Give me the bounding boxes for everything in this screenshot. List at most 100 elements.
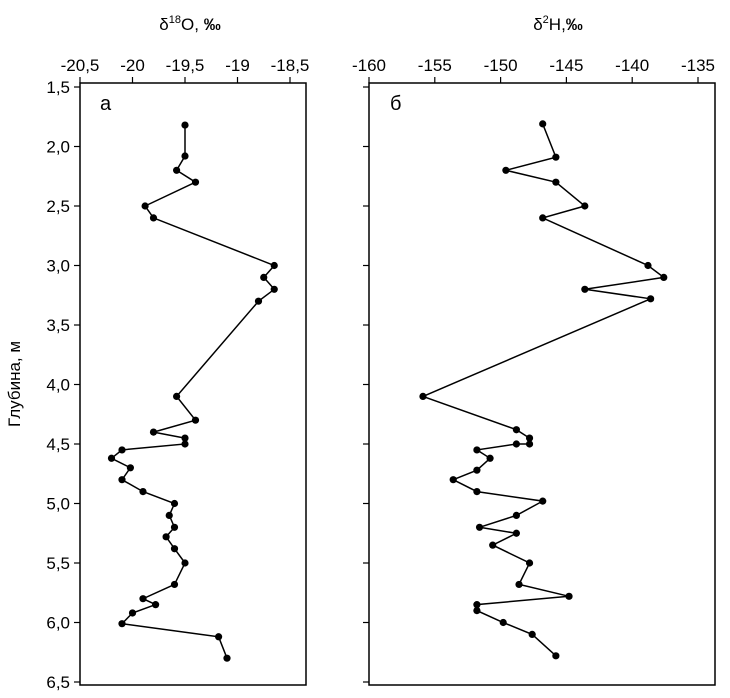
panel-a-data-point — [173, 392, 181, 400]
panel-a-data-point — [149, 428, 158, 436]
panel-b-data-point — [539, 214, 547, 222]
panel-b-data-point — [489, 541, 497, 549]
panel-a-y-tick-label: 3,5 — [46, 316, 70, 335]
panel-a-ticks: -20,5 -20 -19,5 -19 -18,5 1,5 2,0 2,5 3,0 3,5 4,0 4… — [46, 56, 309, 692]
panel-a-data-point — [162, 533, 170, 541]
panel-a-x-tick-label: -20,5 — [61, 56, 100, 75]
panel-a: δ18O, ‰ а Глубина, м -20,5 -20 -19,5 -19 -18… — [5, 14, 309, 692]
panel-b-data-point — [512, 440, 520, 448]
panel-b-data-point — [486, 454, 494, 462]
panel-a-data-point — [181, 440, 189, 448]
panel-b-letter: б — [390, 93, 401, 115]
panel-a-data-point — [170, 499, 179, 508]
panel-a-x-tick-label: -20 — [120, 56, 145, 75]
panel-a-y-tick-label: 4,5 — [46, 435, 70, 454]
panel-a-data-point — [152, 601, 160, 609]
panel-a-data-point — [170, 580, 179, 589]
panel-b-data-point — [512, 529, 520, 537]
panel-a-series-line — [110, 125, 276, 659]
panel-a-y-tick-label: 6,5 — [46, 673, 70, 692]
panel-b-title: δ2H,‰ — [533, 14, 583, 34]
panel-b-x-tick-label: -150 — [484, 56, 518, 75]
panel-a-data-point — [173, 166, 181, 174]
panel-a-x-tick-label: -19 — [225, 56, 250, 75]
panel-a-letter: а — [100, 93, 112, 115]
panel-b-data-point — [449, 476, 457, 484]
panel-b-data-point — [475, 523, 484, 531]
panel-a-y-tick-label: 2,5 — [46, 197, 70, 216]
panel-b-data-point — [581, 285, 589, 293]
panel-b-data-point — [515, 580, 523, 589]
panel-b-data-point — [473, 601, 481, 609]
panel-a-y-tick-label: 1,5 — [46, 78, 70, 97]
panel-b-data-point — [528, 630, 536, 639]
panel-b-frame — [368, 82, 716, 686]
panel-a-data-point — [215, 633, 223, 641]
panel-a-data-point — [191, 416, 200, 424]
panel-b: δ2H,‰ б -160 -155 -150 -145 -140 -135 — [352, 14, 716, 686]
panel-a-data-point — [107, 454, 116, 462]
panel-a-data-point — [181, 559, 189, 567]
panel-b-x-tick-label: -155 — [418, 56, 452, 75]
panel-a-data-point — [170, 545, 179, 553]
panel-b-data-point — [552, 178, 560, 186]
panel-b-data-point — [565, 592, 573, 600]
panel-b-data-point — [660, 273, 668, 281]
panel-a-data-point — [181, 121, 189, 129]
panel-a-data-point — [270, 285, 278, 293]
panel-a-data-point — [181, 152, 189, 160]
panel-b-data-point — [419, 392, 427, 400]
panel-b-data-point — [525, 440, 534, 448]
panel-b-data-point — [647, 295, 655, 303]
panel-a-y-tick-label: 5,0 — [46, 495, 70, 514]
panel-a-data-point — [128, 609, 137, 617]
panel-b-data-point — [512, 511, 520, 519]
panel-b-data-point — [502, 166, 510, 174]
panel-b-data-point — [539, 497, 547, 505]
panel-a-data-point — [118, 620, 126, 628]
panel-a-x-tick-label: -18,5 — [271, 56, 310, 75]
panel-a-data-point — [118, 476, 126, 484]
panel-a-y-tick-label: 4,0 — [46, 376, 70, 395]
panel-a-y-tick-label: 3,0 — [46, 257, 70, 276]
panel-b-data-point — [581, 202, 589, 210]
panel-a-data-point — [139, 595, 147, 603]
panel-b-data-point — [473, 607, 481, 615]
panel-b-data-point — [552, 652, 560, 660]
panel-b-data-point — [473, 488, 481, 496]
panel-b-series — [419, 120, 668, 660]
panel-b-data-point — [552, 153, 560, 161]
panel-a-data-point — [191, 178, 200, 186]
panel-b-data-point — [644, 261, 652, 270]
panel-a-data-point — [254, 297, 263, 305]
panel-b-data-point — [512, 426, 520, 434]
panel-a-data-point — [170, 523, 179, 531]
y-axis-label: Глубина, м — [5, 341, 24, 427]
panel-a-data-point — [181, 434, 189, 442]
panel-b-data-point — [473, 466, 481, 474]
panel-b-data-point — [525, 559, 534, 567]
panel-a-data-point — [223, 654, 231, 662]
panel-a-title: δ18O, ‰ — [159, 14, 220, 34]
panel-a-data-point — [149, 214, 158, 222]
panel-b-x-tick-label: -145 — [549, 56, 583, 75]
panel-a-data-point — [165, 511, 173, 519]
panel-a-frame — [79, 82, 307, 686]
panel-b-x-tick-label: -135 — [681, 56, 715, 75]
panel-a-data-point — [126, 464, 134, 472]
panel-a-data-point — [118, 446, 126, 454]
panel-a-x-tick-label: -19,5 — [166, 56, 205, 75]
panel-b-data-point — [525, 434, 534, 442]
panel-a-data-point — [139, 488, 147, 496]
panel-b-data-point — [539, 120, 547, 128]
panel-b-data-point — [499, 618, 507, 627]
panel-b-ticks: -160 -155 -150 -145 -140 -135 — [352, 56, 715, 683]
panel-b-x-tick-label: -160 — [352, 56, 386, 75]
panel-b-data-point — [473, 446, 481, 454]
panel-a-series — [107, 121, 278, 662]
panel-b-series-line — [420, 123, 666, 657]
panel-a-y-tick-label: 2,0 — [46, 138, 70, 157]
panel-a-y-tick-label: 6,0 — [46, 614, 70, 633]
panel-b-x-tick-label: -140 — [615, 56, 649, 75]
